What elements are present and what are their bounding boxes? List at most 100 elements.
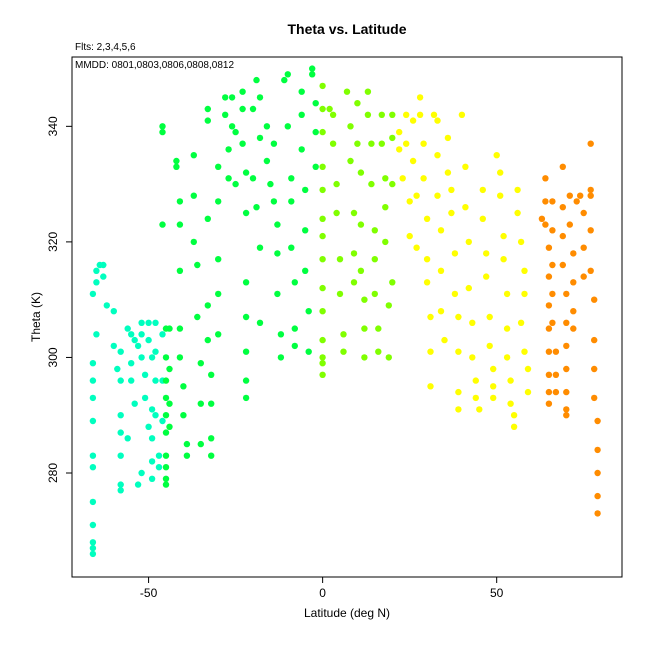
data-point	[145, 423, 152, 430]
data-point	[559, 163, 566, 170]
data-point	[409, 117, 417, 124]
data-point	[542, 175, 549, 182]
chart-title: Theta vs. Latitude	[287, 21, 406, 37]
y-axis-label: Theta (K)	[29, 292, 43, 342]
data-point	[138, 469, 145, 477]
data-point	[389, 279, 396, 286]
data-point	[89, 521, 97, 529]
data-point	[503, 290, 511, 298]
data-point	[215, 290, 222, 298]
y-tick-label: 340	[46, 116, 60, 136]
data-point	[434, 152, 441, 159]
data-point	[242, 377, 250, 384]
data-point	[302, 186, 309, 194]
data-point	[462, 204, 469, 211]
data-point	[476, 406, 483, 413]
data-point	[486, 342, 493, 350]
y-tick-label: 280	[46, 463, 60, 483]
data-point	[336, 256, 344, 263]
plot-frame	[71, 56, 623, 578]
data-point	[148, 406, 156, 413]
data-point	[455, 313, 462, 321]
data-point	[298, 146, 305, 153]
data-point	[319, 186, 326, 194]
data-point	[319, 232, 326, 240]
data-point	[549, 319, 556, 326]
data-point	[114, 365, 121, 373]
data-point	[350, 209, 358, 217]
data-point	[497, 192, 504, 199]
data-point	[437, 308, 445, 315]
data-point	[514, 209, 521, 217]
data-point	[319, 354, 326, 361]
data-point	[176, 267, 184, 274]
data-point	[552, 388, 560, 396]
data-point	[430, 111, 438, 119]
data-point	[242, 209, 250, 217]
data-point	[389, 180, 396, 188]
data-point	[225, 146, 232, 153]
data-point	[305, 308, 312, 315]
data-point	[423, 279, 431, 286]
data-point	[364, 88, 372, 95]
data-point	[117, 348, 124, 355]
data-point	[117, 429, 124, 436]
data-point	[570, 279, 577, 286]
data-point	[591, 336, 598, 344]
data-point	[117, 412, 124, 419]
data-point	[521, 267, 528, 274]
data-point	[288, 175, 295, 182]
data-point	[117, 377, 124, 384]
data-point	[396, 146, 403, 153]
data-point	[409, 157, 417, 165]
data-point	[239, 140, 246, 147]
data-point	[128, 331, 135, 338]
data-point	[458, 111, 466, 119]
data-point	[357, 221, 365, 228]
data-point	[340, 331, 347, 338]
data-point	[340, 348, 347, 355]
data-point	[493, 152, 500, 159]
data-point	[288, 244, 295, 251]
data-point	[357, 169, 365, 176]
data-point	[277, 331, 285, 338]
data-point	[350, 279, 358, 286]
data-point	[183, 440, 191, 448]
data-point	[403, 111, 410, 119]
data-point	[152, 348, 159, 355]
data-point	[437, 267, 445, 274]
data-point	[155, 452, 163, 459]
data-point	[587, 140, 594, 147]
data-point	[204, 302, 211, 309]
data-point	[479, 186, 486, 194]
data-point	[517, 238, 525, 246]
data-point	[343, 88, 351, 95]
data-point	[319, 360, 326, 367]
data-point	[291, 279, 298, 286]
data-point	[89, 550, 97, 558]
data-point	[587, 192, 594, 199]
data-point	[173, 163, 180, 170]
data-point	[134, 481, 142, 488]
data-point	[263, 123, 271, 130]
data-point	[354, 100, 361, 107]
data-point	[208, 371, 215, 378]
x-tick-label: -50	[140, 586, 158, 600]
data-point	[350, 250, 358, 257]
y-axis: 280 300 320 340	[46, 116, 72, 483]
data-point	[155, 464, 163, 471]
data-point	[124, 435, 131, 442]
data-point	[194, 261, 201, 269]
data-point	[312, 163, 319, 170]
data-point	[580, 244, 587, 251]
data-point	[204, 215, 211, 222]
data-point	[563, 365, 570, 373]
data-point	[521, 348, 528, 355]
data-point	[176, 221, 184, 228]
data-point	[371, 290, 378, 298]
data-point	[591, 365, 598, 373]
data-point	[444, 169, 452, 176]
data-point	[559, 261, 566, 269]
data-point	[378, 111, 385, 119]
data-point	[148, 354, 156, 361]
